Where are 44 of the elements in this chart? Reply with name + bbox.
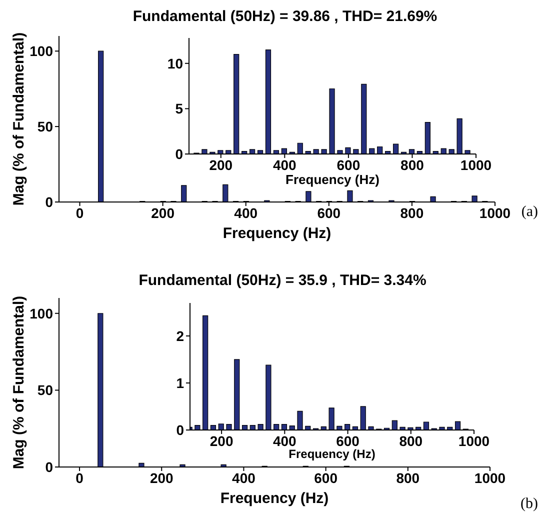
x-tick-label: 200 <box>209 156 233 173</box>
chart-title: Fundamental (50Hz) = 35.9 , THD= 3.34% <box>138 272 428 289</box>
x-tick-label: 1000 <box>479 204 511 221</box>
x-tick-label: 200 <box>151 204 175 221</box>
text: (b) <box>520 496 538 513</box>
y-tick-label: 0 <box>175 146 184 162</box>
x-axis-title: Frequency (Hz) <box>286 172 380 187</box>
y-tick-label: 10 <box>167 55 184 72</box>
x-axis-title: Frequency (Hz) <box>220 490 329 507</box>
y-tick-label: 5 <box>175 100 184 117</box>
y-axis-title: Mag (% of Fundamental) <box>10 296 28 470</box>
x-tick-label: 0 <box>76 470 84 486</box>
chart-title: Fundamental (50Hz) = 39.86 , THD= 21.69% <box>132 8 438 25</box>
x-tick-label: 0 <box>76 204 84 221</box>
x-tick-label: 800 <box>399 432 423 449</box>
y-axis-title: Mag (% of Fundamental) <box>10 32 28 206</box>
x-tick-label: 600 <box>317 204 341 221</box>
x-axis-title: Frequency (Hz) <box>288 447 376 461</box>
x-tick-label: 400 <box>272 156 297 173</box>
x-tick-label: 400 <box>234 204 258 221</box>
x-tick-label: 200 <box>150 470 174 486</box>
x-tick-label: 600 <box>336 156 360 173</box>
x-tick-label: 600 <box>314 470 338 486</box>
x-tick-label: 800 <box>396 470 420 486</box>
y-tick-label: 1 <box>176 374 184 391</box>
y-tick-label: 50 <box>37 118 54 135</box>
text: (a) <box>521 204 538 221</box>
x-tick-label: 800 <box>400 156 424 173</box>
x-tick-label: 1000 <box>460 156 492 173</box>
y-tick-label: 100 <box>30 305 54 322</box>
y-tick-label: 100 <box>30 43 54 60</box>
x-tick-label: 200 <box>210 432 234 449</box>
y-tick-label: 2 <box>176 328 184 344</box>
x-tick-label: 1000 <box>458 432 490 449</box>
x-tick-label: 400 <box>232 470 256 486</box>
x-axis-title: Frequency (Hz) <box>222 225 332 242</box>
x-tick-label: 800 <box>400 204 424 221</box>
y-tick-label: 0 <box>45 194 54 210</box>
x-tick-label: 600 <box>336 432 360 449</box>
x-tick-label: 400 <box>272 432 297 449</box>
x-tick-label: 1000 <box>474 470 506 486</box>
y-tick-label: 50 <box>37 382 54 398</box>
y-tick-label: 0 <box>176 422 184 438</box>
y-tick-label: 0 <box>45 458 54 475</box>
